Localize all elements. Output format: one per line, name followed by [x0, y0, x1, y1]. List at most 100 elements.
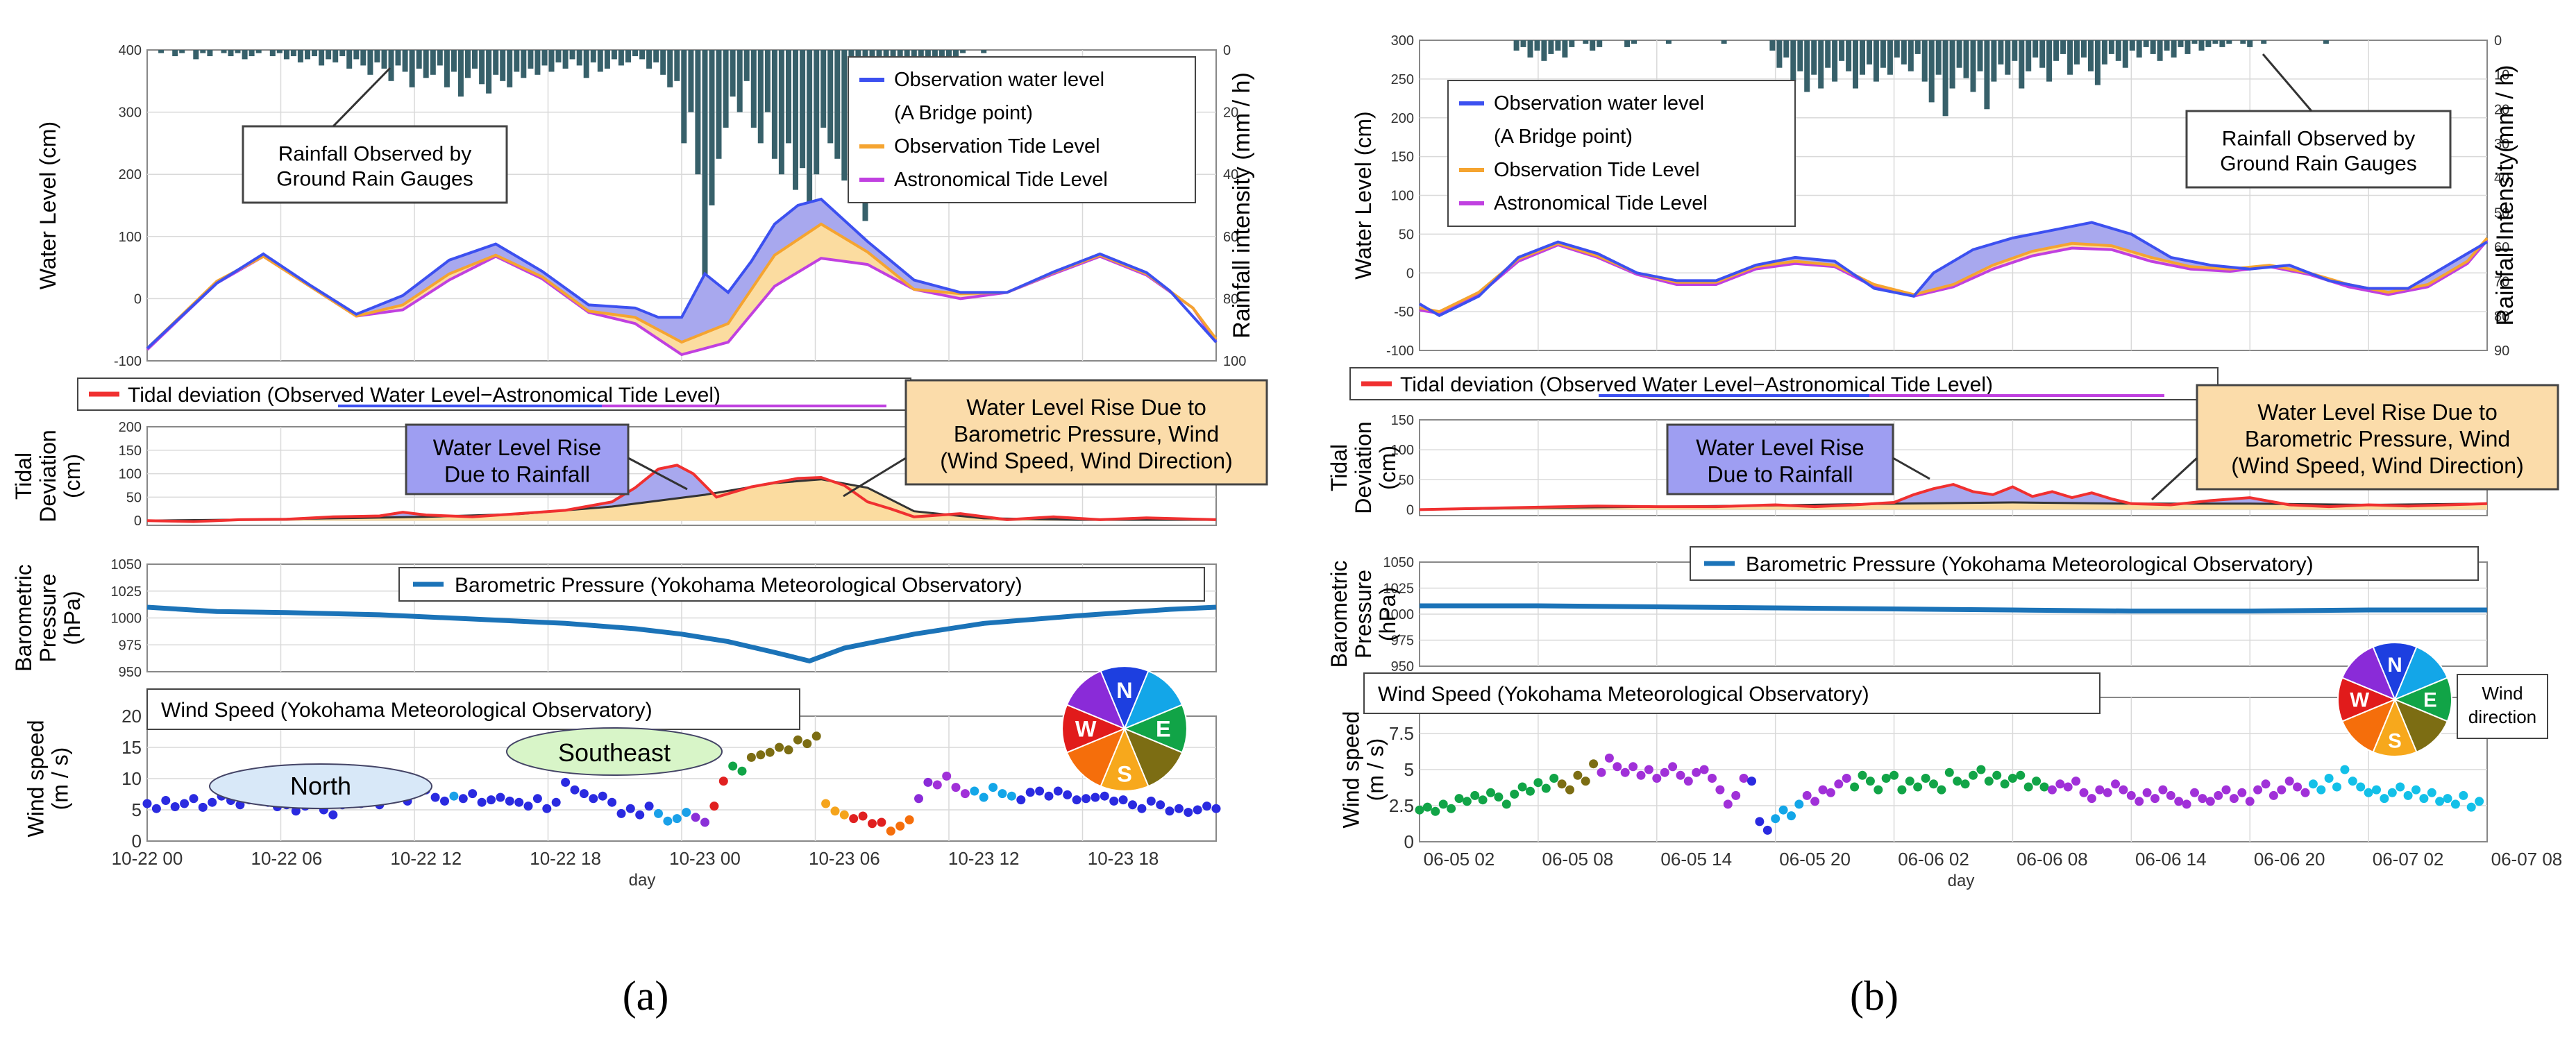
water-level-rain-bar	[1942, 40, 1948, 117]
water-level-rain-bar	[2261, 40, 2267, 44]
wind-speed-point	[1778, 805, 1788, 815]
water-level-rain-bar	[1797, 40, 1803, 71]
wind-direction-label: direction	[2468, 706, 2536, 727]
wind-rose-b-sector	[2393, 677, 2452, 722]
water-level-rain-bar	[249, 50, 255, 56]
wind-speed-point	[1573, 770, 1583, 780]
water-level-rain-bar	[960, 50, 966, 53]
water-level-y-tick-label: 200	[119, 167, 142, 183]
rainfall-label-text: Rainfall Observed by	[2222, 128, 2415, 151]
water-level-rain-bar	[1520, 40, 1526, 47]
legend-entry: Observation Tide Level	[1494, 159, 1700, 181]
water-level-rain-bar	[632, 50, 638, 56]
water-level-rain-bar	[702, 50, 708, 330]
wind-speed-point	[1044, 791, 1054, 801]
wind-speed-point	[2419, 794, 2429, 804]
wind-speed-point	[2111, 779, 2120, 789]
water-level-rain-bar	[604, 50, 610, 69]
barometric-pressure-line	[146, 604, 1217, 664]
water-level-rain-bar	[2323, 40, 2329, 44]
rainfall-pointer	[2262, 53, 2313, 112]
wind-speed-point	[2450, 799, 2460, 809]
water-level-rain-bar	[332, 50, 339, 62]
wind-speed-point	[1676, 770, 1685, 780]
deviation-legend-text: Tidal deviation (Observed Water Level−As…	[1400, 373, 1993, 396]
water-level-rain-bar	[486, 50, 492, 94]
water-level-rain-bar	[500, 50, 506, 81]
wind-rose-a-sector	[1123, 727, 1184, 788]
wind-speed-point	[1478, 795, 1488, 805]
wind-speed-point	[1604, 753, 1614, 763]
wind-speed-point	[1462, 797, 1472, 806]
wind-rose-a-sector	[1123, 670, 1184, 730]
water-level-rain-bar	[416, 50, 422, 69]
wind-speed-point	[2135, 797, 2144, 806]
rainfall-axis-label: Rainfall intensity (mm / h)	[1229, 72, 1255, 339]
wind-speed-point	[449, 791, 459, 801]
water-level-rain-bar	[674, 50, 680, 81]
wind-speed-point	[654, 808, 663, 818]
wind-speed-point	[970, 786, 979, 796]
wind-speed-point	[1597, 768, 1606, 777]
barometric-pressure-line	[1420, 603, 2487, 613]
water-level-rain-bar	[764, 50, 771, 112]
water-level-rain-bar	[820, 50, 827, 128]
water-level-rain-bar	[2164, 40, 2170, 51]
water-level-rain-bar	[269, 50, 276, 56]
water-level-rain-bar	[2143, 40, 2149, 47]
wind-speed-point	[2380, 794, 2389, 804]
wind-speed-point	[1992, 770, 2002, 780]
legend-entry: Observation Tide Level	[894, 135, 1100, 158]
wind-speed-point	[1723, 799, 1733, 809]
southeast-region-badge	[506, 727, 723, 776]
water-level-y-tick-label: 100	[119, 230, 142, 245]
wind-speed-point	[1921, 774, 1930, 783]
wind-speed-point	[2387, 788, 2397, 797]
wind-speed-point	[1747, 777, 1756, 786]
water-level-rain-bar	[2178, 40, 2184, 47]
deviation-y-tick-label: 50	[126, 490, 142, 505]
wind-speed-point	[2126, 790, 2136, 800]
wind-speed-point	[542, 804, 552, 813]
water-level-rain-bar	[1527, 40, 1533, 58]
wind-speed-point	[1072, 795, 1081, 805]
wind-speed-point	[1850, 782, 1860, 792]
wind-speed-point	[514, 797, 524, 807]
wind-rose-a-sector	[1061, 704, 1127, 754]
water-level-rain-bar	[339, 50, 346, 56]
pressure-axis-label-line: Barometric	[1327, 561, 1352, 668]
wind-legend-box	[146, 688, 800, 730]
water-level-rain-bar	[541, 50, 548, 66]
water-level-rain-bar	[283, 50, 289, 60]
wind-speed-point	[886, 826, 895, 836]
wind-speed-point	[487, 795, 496, 805]
observation-water-level-line	[146, 197, 1218, 350]
water-level-rain-bar	[1776, 40, 1783, 68]
wind-y-tick-label: 15	[121, 737, 142, 758]
wind-speed-point	[1109, 796, 1119, 806]
wind-speed-point	[1415, 805, 1424, 815]
wind-rose-a-letter: W	[1075, 717, 1097, 742]
wind-speed-point	[2166, 790, 2175, 800]
x-axis-label: day	[1948, 872, 1975, 890]
legend-entry: (A Bridge point)	[894, 102, 1033, 124]
wind-speed-point	[180, 799, 190, 808]
wind-y-tick-label: 2.5	[1389, 795, 1414, 816]
wind-axis-label-line: (m / s)	[48, 747, 73, 811]
north-region-label: North	[290, 772, 351, 800]
water-level-rain-bar	[709, 50, 715, 205]
wind-y-tick-label: 5	[132, 799, 142, 820]
water-level-rain-bar	[660, 50, 666, 75]
rainfall-rise-callout-text: Water Level Rise	[1696, 435, 1864, 460]
water-level-rain-bar	[946, 50, 952, 60]
rainfall-y2-tick-label: 90	[2494, 344, 2509, 359]
wind-speed-point	[709, 802, 719, 811]
pressure-axis-label-line: (hPa)	[1375, 587, 1400, 641]
water-level-rain-bar	[555, 50, 562, 62]
water-level-rain-bar	[736, 50, 743, 112]
wind-speed-point	[477, 797, 487, 807]
x-tick-label: 06-06 08	[2017, 849, 2088, 870]
water-level-axis-label-line: Water Level (cm)	[1351, 111, 1376, 279]
wind-speed-point	[532, 794, 542, 804]
